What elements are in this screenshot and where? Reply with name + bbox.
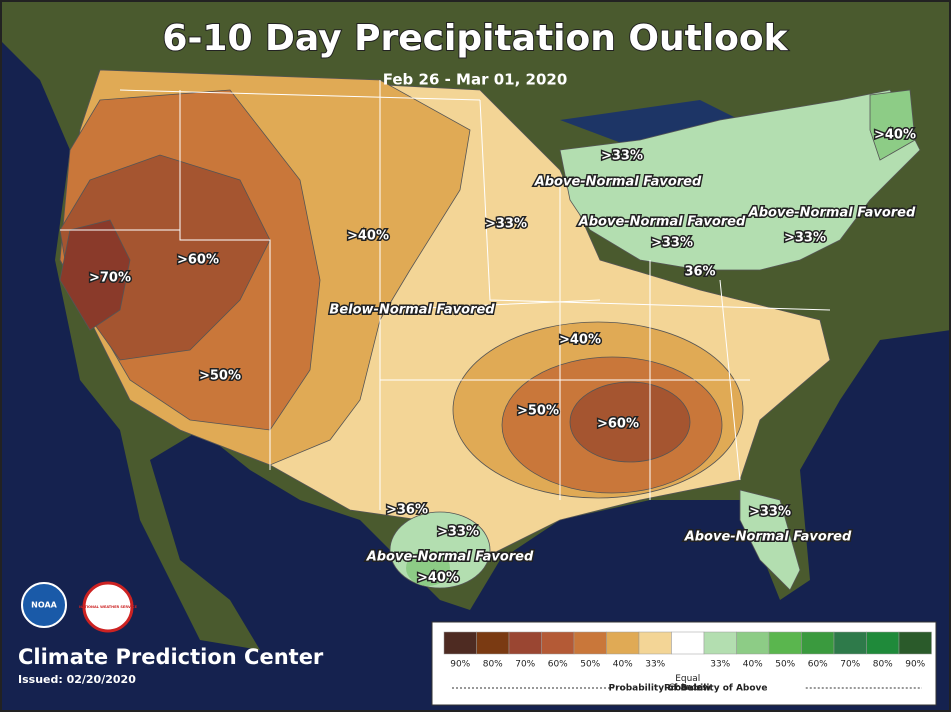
legend-swatch	[866, 631, 900, 655]
map-label: Above-Normal Favored	[748, 206, 916, 221]
legend-label: 90%	[905, 660, 925, 670]
legend-swatch	[671, 631, 705, 655]
legend-equal-label: Equal Chances	[669, 674, 708, 693]
map-label: Above-Normal Favored	[534, 175, 702, 190]
issued: Issued: 02/20/2020	[18, 673, 136, 686]
nws-logo-text: NATIONAL WEATHER SERVICE	[79, 605, 138, 609]
legend-label: 70%	[515, 660, 535, 670]
noaa-logo-text: NOAA	[31, 601, 57, 610]
legend-swatch	[443, 631, 477, 655]
map-label: >33%	[485, 217, 527, 232]
legend-label: 50%	[580, 660, 600, 670]
legend-label: 80%	[483, 660, 503, 670]
region-33-above	[739, 489, 801, 591]
map-label: >33%	[601, 149, 643, 164]
subtitle: Feb 26 - Mar 01, 2020	[383, 71, 568, 89]
legend-swatch	[736, 631, 770, 655]
map-label: >40%	[559, 333, 601, 348]
map-label: >33%	[437, 525, 479, 540]
legend-above-caption: Probability of Above	[664, 684, 768, 694]
map-label: >36%	[386, 503, 428, 518]
region-33-above	[559, 89, 921, 271]
legend-label: 60%	[548, 660, 568, 670]
legend-swatch	[768, 631, 802, 655]
region-60-below	[569, 381, 691, 463]
legend-swatch	[508, 631, 542, 655]
region-70-below	[59, 219, 131, 331]
map-label: >50%	[517, 404, 559, 419]
map-label: >50%	[199, 369, 241, 384]
map-label: >40%	[874, 128, 916, 143]
legend-below-caption: Probability of Below	[608, 684, 711, 694]
legend-label: 70%	[840, 660, 860, 670]
nws-logo	[82, 581, 134, 633]
state-borders	[60, 80, 831, 510]
map-label: >60%	[597, 417, 639, 432]
region-40-above	[406, 550, 450, 586]
legend-swatch	[541, 631, 575, 655]
map-label: Below-Normal Favored	[329, 303, 495, 318]
map-label: >33%	[784, 231, 826, 246]
legend-swatch	[703, 631, 737, 655]
map-label: >60%	[177, 253, 219, 268]
legend-label: 33%	[710, 660, 730, 670]
legend-swatch	[606, 631, 640, 655]
legend-swatch	[898, 631, 932, 655]
legend-swatch	[801, 631, 835, 655]
legend-label: 80%	[873, 660, 893, 670]
legend-label: 90%	[450, 660, 470, 670]
map-label: Above-Normal Favored	[366, 550, 534, 565]
legend-swatch	[638, 631, 672, 655]
map-label: >40%	[417, 571, 459, 586]
legend-label: 50%	[775, 660, 795, 670]
legend-label: 33%	[645, 660, 665, 670]
region-40-above	[869, 89, 916, 161]
map-labels: >70% >60% >50% >40% Below-Normal Favored >33%…	[87, 126, 917, 587]
map-label: Above-Normal Favored	[578, 215, 746, 230]
title: 6-10 Day Precipitation Outlook	[162, 18, 788, 59]
legend-swatch	[573, 631, 607, 655]
map-label: >33%	[651, 236, 693, 251]
legend-swatch	[476, 631, 510, 655]
legend-label: 60%	[808, 660, 828, 670]
map-label: >70%	[89, 271, 131, 286]
map-label: >33%	[749, 505, 791, 520]
legend-label: 40%	[613, 660, 633, 670]
noaa-logo	[21, 582, 67, 628]
map-label: 36%	[684, 265, 715, 280]
legend-label: 40%	[743, 660, 763, 670]
legend-swatch	[833, 631, 867, 655]
organization: Climate Prediction Center	[18, 645, 324, 669]
map-label: Above-Normal Favored	[684, 530, 852, 545]
map-label: >40%	[347, 229, 389, 244]
